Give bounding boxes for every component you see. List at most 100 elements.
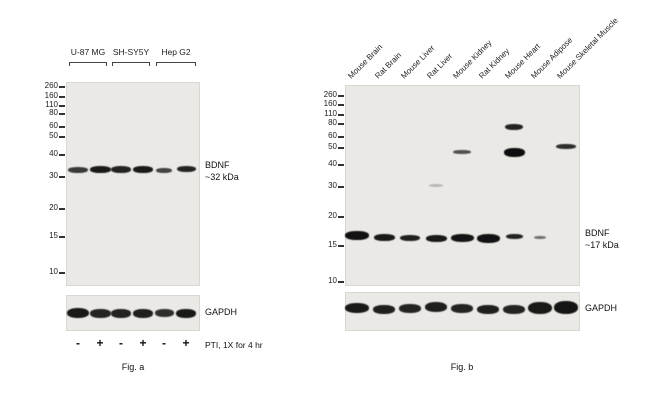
- treatment-sign: +: [96, 336, 104, 350]
- mw-marker-label: 40: [328, 159, 337, 168]
- panel-b-target-band: [556, 143, 576, 149]
- treatment-sign: -: [162, 336, 166, 350]
- mw-marker-label: 30: [49, 171, 58, 180]
- panel-a-treatment-label: PTI, 1X for 4 hr: [205, 340, 263, 350]
- mw-marker-label: 160: [323, 99, 337, 108]
- panel-b-gapdh-band: [345, 303, 369, 313]
- mw-marker-label: 20: [328, 211, 337, 220]
- mw-marker-tick: [59, 136, 65, 138]
- mw-marker-tick: [59, 208, 65, 210]
- mw-marker-label: 10: [328, 276, 337, 285]
- sample-group-label: SH-SY5Y: [112, 47, 150, 57]
- treatment-sign: +: [182, 336, 190, 350]
- panel-b-gapdh-band: [503, 304, 525, 314]
- panel-a-main-membrane: [66, 82, 200, 286]
- mw-marker-tick: [59, 126, 65, 128]
- panel-b-target-band: [429, 183, 443, 187]
- mw-marker-tick: [338, 104, 344, 106]
- panel-b-gapdh-label: GAPDH: [585, 303, 618, 313]
- mw-marker-tick: [338, 216, 344, 218]
- mw-marker-label: 80: [328, 118, 337, 127]
- panel-a-gapdh-band: [154, 309, 174, 317]
- panel-a-target-band: [176, 166, 196, 172]
- panel-a-gapdh-band: [111, 308, 131, 318]
- panel-a-target-band: [111, 165, 131, 173]
- panel-b-target-name: BDNF: [585, 228, 610, 238]
- sample-group-label: U-87 MG: [70, 47, 106, 57]
- panel-b-target-band: [503, 147, 525, 157]
- mw-marker-tick: [59, 86, 65, 88]
- mw-marker-tick: [338, 245, 344, 247]
- mw-marker-label: 50: [328, 142, 337, 151]
- panel-b-target-band: [400, 235, 420, 241]
- mw-marker-label: 30: [328, 181, 337, 190]
- panel-b-gapdh-band: [373, 304, 395, 314]
- panel-b-target-band: [450, 234, 474, 242]
- panel-b-target-band: [505, 233, 523, 239]
- mw-marker-label: 80: [49, 108, 58, 117]
- mw-marker-label: 60: [49, 121, 58, 130]
- panel-a-target-band: [89, 165, 111, 173]
- panel-a-target-size: ~32 kDa: [205, 171, 239, 182]
- mw-marker-tick: [59, 113, 65, 115]
- mw-marker-tick: [338, 123, 344, 125]
- mw-marker-tick: [338, 114, 344, 116]
- treatment-sign: -: [76, 336, 80, 350]
- panel-b-gapdh-band: [477, 304, 499, 314]
- sample-group-label: Hep G2: [161, 47, 191, 57]
- panel-b-target-band: [373, 233, 395, 241]
- mw-marker-label: 15: [328, 240, 337, 249]
- mw-marker-tick: [59, 272, 65, 274]
- panel-a-target-name: BDNF: [205, 160, 230, 170]
- panel-b-target-band: [476, 233, 500, 243]
- panel-b-target-label: BDNF ~17 kDa: [585, 228, 619, 251]
- mw-marker-label: 160: [44, 91, 58, 100]
- panel-b-gapdh-band: [451, 303, 473, 313]
- mw-marker-tick: [59, 236, 65, 238]
- mw-marker-label: 15: [49, 231, 58, 240]
- treatment-sign: -: [119, 336, 123, 350]
- treatment-sign: +: [139, 336, 147, 350]
- panel-a-gapdh-band: [176, 308, 196, 318]
- mw-marker-tick: [338, 164, 344, 166]
- mw-marker-label: 110: [324, 109, 337, 118]
- mw-marker-tick: [59, 96, 65, 98]
- mw-marker-label: 60: [328, 131, 337, 140]
- mw-marker-label: 40: [49, 149, 58, 158]
- mw-marker-label: 50: [49, 131, 58, 140]
- mw-marker-tick: [338, 95, 344, 97]
- mw-marker-label: 20: [49, 203, 58, 212]
- panel-b-target-band: [505, 124, 523, 130]
- panel-b-target-band: [345, 230, 369, 240]
- panel-b-gapdh-band: [399, 303, 421, 313]
- mw-marker-label: 110: [45, 100, 58, 109]
- panel-a-gapdh-band: [67, 308, 89, 318]
- mw-marker-label: 260: [323, 90, 337, 99]
- sample-group-bracket: [156, 62, 196, 66]
- mw-marker-tick: [338, 147, 344, 149]
- panel-b-target-size: ~17 kDa: [585, 239, 619, 250]
- panel-a-target-label: BDNF ~32 kDa: [205, 160, 239, 183]
- mw-marker-label: 10: [49, 267, 58, 276]
- panel-b-target-band: [534, 235, 546, 239]
- panel-b-caption: Fig. b: [450, 362, 474, 372]
- mw-marker-tick: [338, 281, 344, 283]
- panel-b-gapdh-band: [528, 302, 552, 314]
- panel-a-caption: Fig. a: [121, 362, 145, 372]
- panel-a-target-band: [68, 167, 88, 173]
- panel-b-target-band: [425, 234, 447, 242]
- mw-marker-tick: [59, 105, 65, 107]
- mw-marker-tick: [338, 136, 344, 138]
- panel-b-gapdh-band: [554, 300, 578, 314]
- mw-marker-tick: [59, 154, 65, 156]
- panel-a-gapdh-label: GAPDH: [205, 307, 238, 317]
- mw-marker-label: 260: [44, 81, 58, 90]
- panel-b-gapdh-band: [425, 302, 447, 312]
- sample-group-bracket: [112, 62, 150, 66]
- sample-group-bracket: [69, 62, 107, 66]
- panel-a-gapdh-band: [89, 308, 111, 318]
- panel-a-target-band: [133, 165, 153, 173]
- panel-a-target-band: [156, 167, 172, 173]
- panel-b-target-band: [453, 150, 471, 154]
